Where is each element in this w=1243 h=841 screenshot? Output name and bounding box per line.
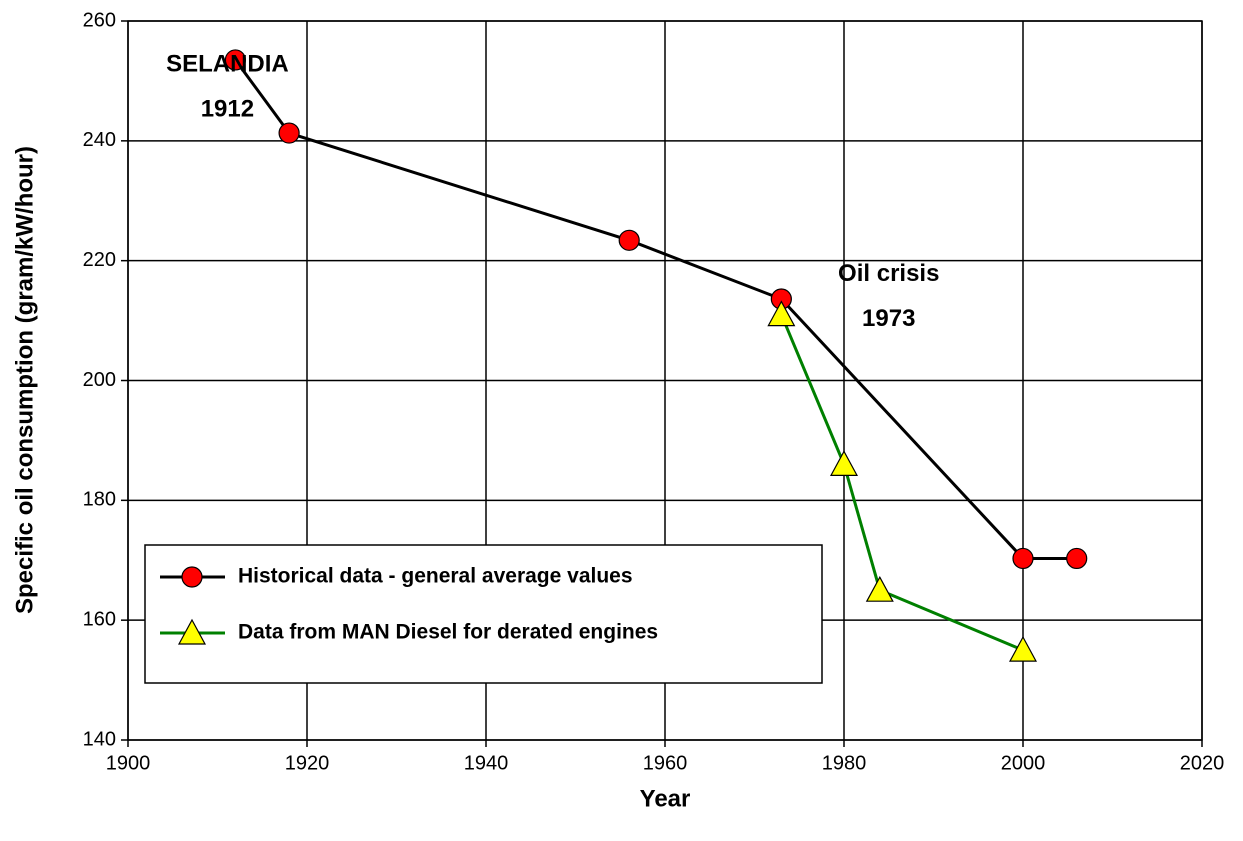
y-tick-label: 160 (83, 608, 116, 630)
legend-label: Data from MAN Diesel for derated engines (238, 621, 658, 644)
marker (618, 229, 640, 251)
y-tick-label: 200 (83, 369, 116, 391)
marker (829, 450, 859, 476)
series-line (234, 59, 1077, 560)
y-tick-label: 180 (83, 489, 116, 511)
marker (1012, 547, 1034, 570)
x-tick-label: 1960 (643, 752, 688, 774)
x-tick-label: 2020 (1180, 752, 1225, 774)
x-tick-label: 2000 (1001, 752, 1046, 774)
marker (1066, 547, 1088, 570)
marker (1008, 635, 1038, 662)
annotation: 1912 (201, 95, 254, 122)
annotation: Oil crisis (838, 260, 939, 287)
y-tick-label: 140 (83, 728, 116, 750)
x-axis-label: Year (640, 785, 691, 812)
x-tick-label: 1980 (822, 752, 867, 774)
annotation: 1973 (862, 305, 915, 332)
y-axis-label: Specific oil consumption (gram/kW/hour) (11, 146, 38, 614)
annotation: SELANDIA (166, 50, 289, 77)
legend-box (144, 544, 823, 684)
legend-marker (177, 618, 207, 645)
marker (767, 300, 796, 327)
y-tick-label: 260 (83, 9, 116, 31)
y-tick-label: 240 (83, 129, 116, 151)
x-tick-label: 1940 (464, 752, 509, 774)
x-tick-label: 1920 (285, 752, 330, 774)
plot-frame (127, 20, 1203, 741)
legend-label: Historical data - general average values (238, 565, 633, 588)
marker (224, 49, 246, 71)
series-line (779, 314, 1024, 652)
legend-marker (181, 566, 203, 588)
x-tick-label: 1900 (106, 752, 151, 774)
y-tick-label: 220 (83, 249, 116, 271)
marker (865, 575, 894, 602)
marker (278, 122, 300, 144)
